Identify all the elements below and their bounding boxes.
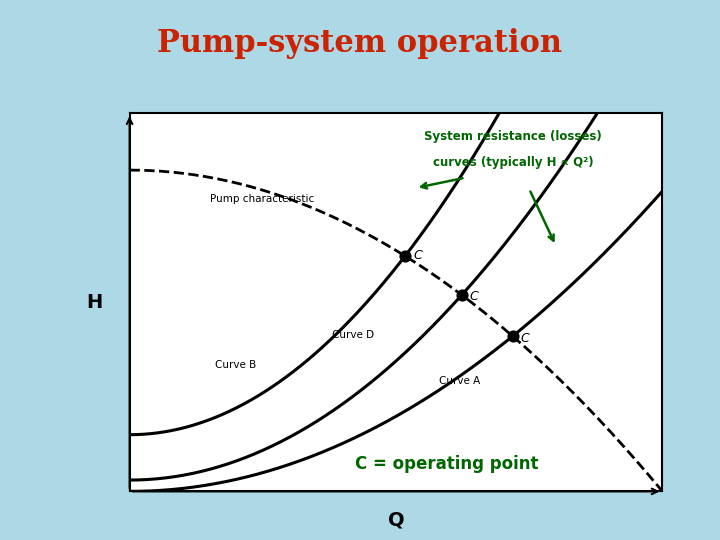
Text: C: C — [469, 291, 479, 303]
Point — [507, 332, 518, 341]
Point — [456, 291, 467, 299]
Text: System resistance (losses): System resistance (losses) — [424, 130, 602, 143]
Text: Pump characteristic: Pump characteristic — [210, 194, 314, 204]
Text: C: C — [521, 332, 529, 345]
Text: Curve B: Curve B — [215, 360, 256, 370]
Point — [400, 252, 411, 260]
Text: Curve D: Curve D — [332, 330, 374, 340]
Text: C = operating point: C = operating point — [355, 455, 538, 474]
Text: Pump-system operation: Pump-system operation — [158, 28, 562, 59]
Text: Q: Q — [387, 510, 405, 529]
Text: curves (typically H ∝ Q²): curves (typically H ∝ Q²) — [433, 156, 593, 169]
Text: Curve A: Curve A — [438, 375, 480, 386]
Text: C: C — [413, 249, 422, 262]
Text: H: H — [86, 293, 103, 312]
